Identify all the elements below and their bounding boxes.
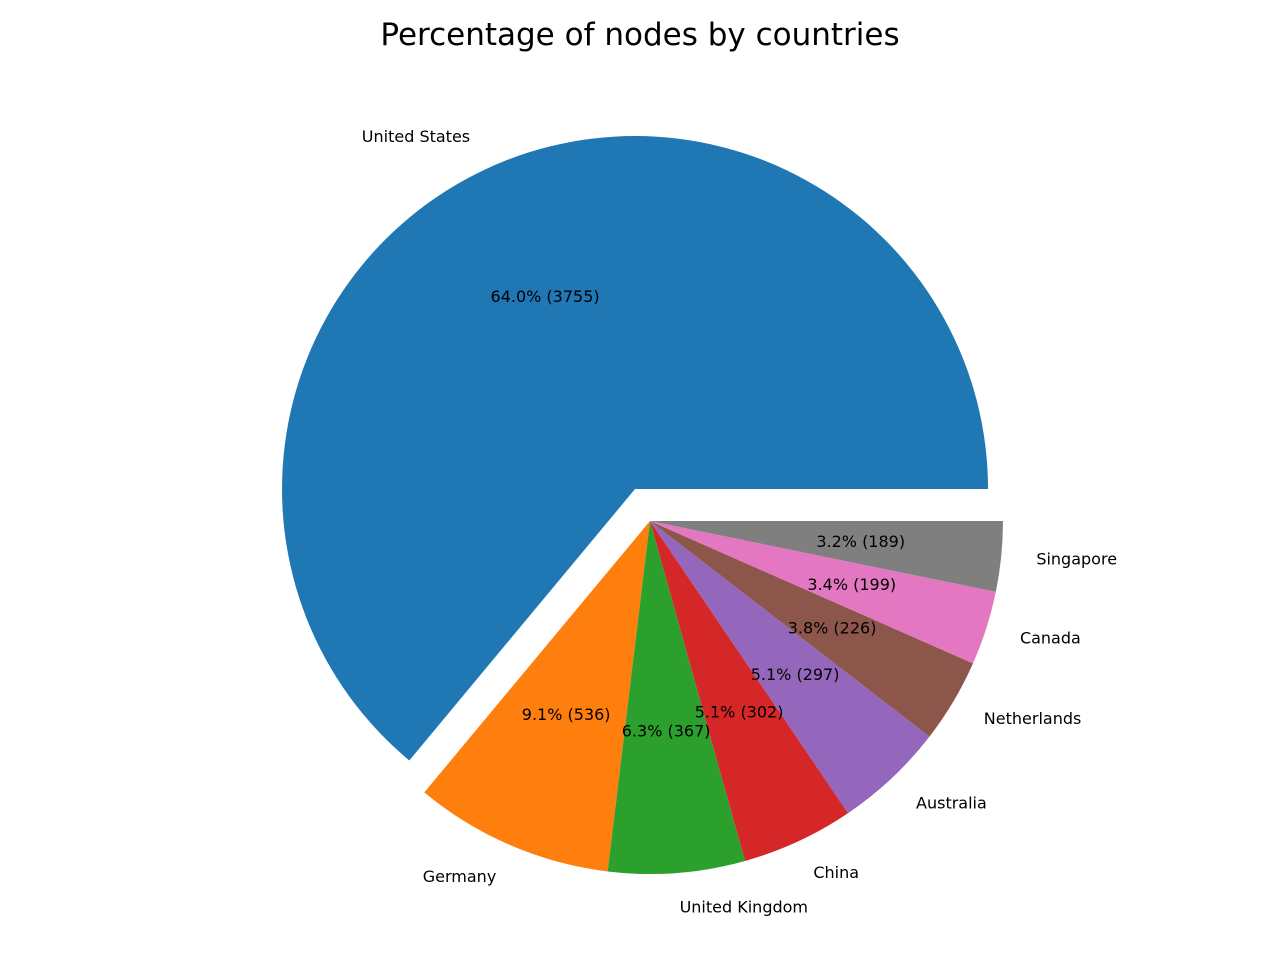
slice-label-united-states: United States bbox=[362, 127, 470, 146]
slice-label-china: China bbox=[813, 863, 859, 882]
pie-slices bbox=[282, 136, 1003, 874]
chart-title: Percentage of nodes by countries bbox=[380, 17, 899, 53]
pie-slice-canada bbox=[650, 521, 996, 664]
pie-slice-australia bbox=[650, 521, 930, 814]
percent-labels: 64.0% (3755) 9.1% (536) 6.3% (367)5.1% (30… bbox=[491, 287, 906, 741]
percent-label-canada: 3.4% (199) bbox=[807, 575, 896, 594]
pie-slice-united-kingdom bbox=[607, 521, 746, 874]
slice-label-netherlands: Netherlands bbox=[984, 709, 1082, 728]
pie-slice-singapore bbox=[650, 521, 1003, 592]
slice-label-germany: Germany bbox=[423, 867, 497, 886]
percent-label-united-states: 64.0% (3755) bbox=[491, 287, 600, 306]
slice-label-australia: Australia bbox=[916, 793, 987, 812]
pie-slice-netherlands bbox=[650, 521, 974, 737]
pie-slice-germany bbox=[424, 521, 650, 872]
pie-slice-china bbox=[650, 521, 849, 861]
slice-labels: United States Germany United Kingdom China A… bbox=[362, 127, 1117, 917]
slice-label-united-kingdom: United Kingdom bbox=[680, 898, 808, 917]
percent-label-australia: 5.1% (297) bbox=[751, 665, 840, 684]
percent-label-china: 5.1% (302) bbox=[695, 703, 784, 722]
percent-label-netherlands: 3.8% (226) bbox=[788, 619, 877, 638]
percent-label-united-kingdom: 6.3% (367) bbox=[622, 722, 711, 741]
slice-label-canada: Canada bbox=[1020, 628, 1081, 647]
slice-label-singapore: Singapore bbox=[1036, 550, 1117, 569]
percent-label-singapore: 3.2% (189) bbox=[816, 532, 905, 551]
percent-label-germany: 9.1% (536) bbox=[522, 705, 611, 724]
pie-slice-united-states bbox=[282, 136, 989, 761]
